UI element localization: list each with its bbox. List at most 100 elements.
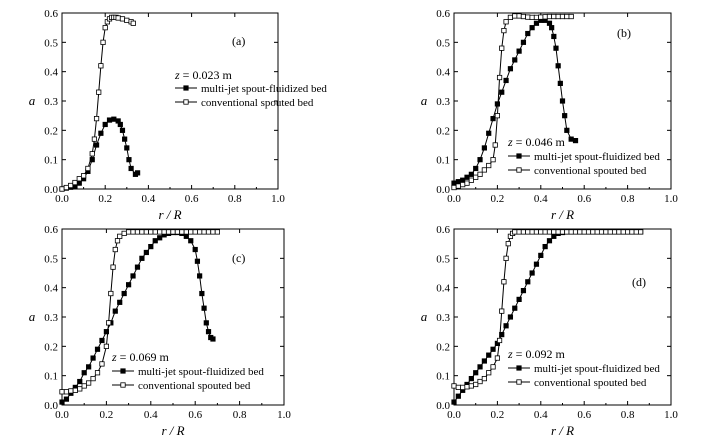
data-point-conventional (516, 229, 522, 235)
x-tick-label: 1.0 (271, 193, 285, 205)
data-point-conventional (501, 279, 507, 285)
data-point-multi-jet (551, 233, 557, 239)
y-tick-label: 0.5 (436, 37, 450, 49)
data-point-multi-jet (188, 238, 194, 244)
data-point-multi-jet (549, 25, 555, 31)
data-point-conventional (89, 151, 95, 157)
legend-marker (120, 382, 126, 388)
data-point-multi-jet (139, 255, 145, 261)
x-tick-label: 0.2 (491, 409, 505, 421)
data-point-multi-jet (507, 66, 514, 72)
data-point-conventional (542, 14, 548, 20)
data-point-multi-jet (134, 170, 141, 176)
x-tick-label: 0.2 (100, 409, 114, 421)
data-point-conventional (124, 17, 130, 23)
data-point-conventional (520, 229, 527, 235)
data-point-conventional (551, 229, 557, 235)
data-point-conventional (115, 15, 121, 21)
data-point-conventional (581, 229, 587, 235)
data-point-conventional (76, 176, 82, 182)
data-point-conventional (533, 14, 540, 20)
data-point-conventional (525, 14, 531, 20)
data-point-conventional (512, 13, 518, 19)
data-point-conventional (638, 229, 644, 235)
y-tick-label: 0.3 (436, 96, 450, 108)
data-point-conventional (179, 229, 185, 235)
series-line-conventional (61, 16, 134, 190)
data-point-conventional (126, 229, 132, 235)
legend-marker (516, 379, 522, 385)
data-point-multi-jet (130, 273, 136, 279)
legend-entry: multi-jet spout-fluidized bed (534, 151, 660, 163)
data-point-multi-jet (98, 130, 104, 136)
data-point-multi-jet (192, 246, 198, 253)
data-point-multi-jet (490, 346, 496, 352)
x-tick-label: 0.4 (144, 409, 158, 421)
data-point-conventional (577, 229, 583, 235)
data-point-conventional (112, 246, 118, 253)
x-axis-label: r / R (161, 423, 184, 438)
data-point-multi-jet (197, 273, 203, 279)
y-tick-label: 0.0 (44, 184, 58, 196)
data-point-conventional (551, 13, 557, 20)
y-tick-label: 0.3 (436, 312, 450, 324)
data-point-multi-jet (183, 233, 189, 239)
data-point-conventional (68, 388, 74, 394)
data-point-multi-jet (572, 137, 579, 144)
data-point-conventional (529, 14, 535, 20)
data-point-conventional (148, 229, 154, 235)
y-tick-label: 0.0 (436, 184, 450, 196)
data-point-multi-jet (111, 116, 117, 122)
x-tick-label: 0.6 (577, 193, 591, 205)
x-tick-label: 1.0 (664, 193, 678, 205)
legend-entry: multi-jet spout-fluidized bed (201, 83, 327, 95)
legend-entry: multi-jet spout-fluidized bed (534, 363, 660, 375)
data-point-conventional (117, 233, 123, 239)
data-point-multi-jet (106, 117, 113, 123)
panel-label: (a) (232, 34, 245, 48)
data-point-conventional (481, 167, 487, 173)
height-annotation: z = 0.069 m (111, 350, 169, 364)
data-point-conventional (68, 182, 74, 189)
legend-entry: conventional spouted bed (201, 97, 314, 109)
data-point-conventional (620, 229, 626, 235)
height-value: = 0.046 m (513, 135, 566, 149)
y-tick-label: 0.6 (436, 224, 450, 236)
data-point-multi-jet (121, 290, 127, 297)
data-point-multi-jet (520, 39, 527, 45)
data-point-conventional (91, 136, 97, 142)
data-point-conventional (516, 13, 522, 19)
data-point-conventional (555, 229, 561, 235)
x-axis-label: r / R (551, 207, 574, 222)
data-point-conventional (499, 308, 505, 314)
data-point-multi-jet (473, 370, 479, 376)
x-axis-label: r / R (158, 207, 181, 222)
data-point-multi-jet (546, 238, 553, 244)
data-point-multi-jet (451, 399, 457, 405)
legend-marker (516, 167, 522, 173)
data-point-multi-jet (194, 258, 201, 264)
x-tick-label: 0.2 (98, 193, 112, 205)
y-tick-label: 0.1 (44, 155, 58, 167)
data-point-multi-jet (126, 282, 132, 288)
height-variable: z (174, 68, 180, 82)
data-point-conventional (139, 229, 145, 235)
data-point-multi-jet (460, 177, 466, 183)
data-point-multi-jet (451, 180, 457, 186)
x-tick-label: 0.0 (55, 409, 69, 421)
data-point-conventional (121, 230, 127, 236)
data-point-multi-jet (529, 25, 535, 31)
y-tick-label: 0.2 (436, 125, 450, 137)
data-point-conventional (114, 238, 121, 244)
data-point-conventional (590, 229, 596, 235)
legend-marker (183, 99, 189, 105)
data-point-conventional (473, 174, 479, 180)
data-point-conventional (455, 384, 461, 391)
data-point-conventional (106, 320, 112, 326)
data-point-conventional (490, 157, 496, 163)
panel-label: (c) (232, 251, 245, 265)
data-point-conventional (629, 229, 635, 235)
data-point-multi-jet (533, 20, 540, 26)
data-point-conventional (464, 384, 470, 390)
height-annotation: z = 0.092 m (507, 347, 565, 361)
